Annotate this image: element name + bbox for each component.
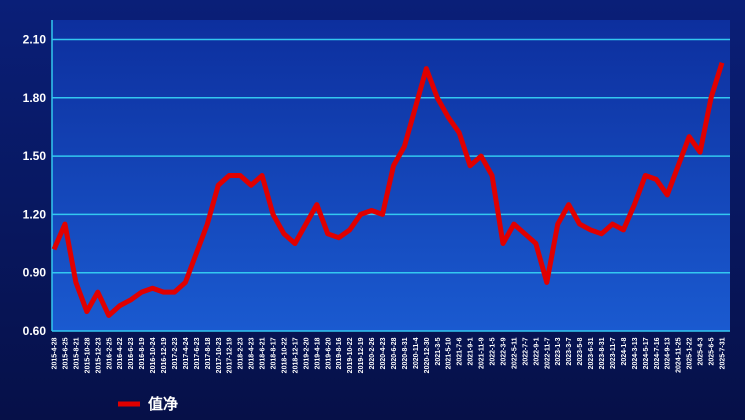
x-tick-label: 2018-6-21 bbox=[260, 337, 267, 369]
x-tick-label: 2023-5-8 bbox=[577, 337, 584, 365]
y-tick-label: 0.90 bbox=[23, 266, 47, 280]
x-tick-label: 2025-6-5 bbox=[709, 337, 716, 365]
x-tick-label: 2019-12-19 bbox=[358, 337, 365, 373]
x-tick-label: 2023-8-31 bbox=[599, 337, 606, 369]
x-tick-label: 2017-6-23 bbox=[194, 337, 201, 369]
x-tick-label: 2020-6-28 bbox=[391, 337, 398, 369]
x-tick-label: 2024-5-17 bbox=[643, 337, 650, 369]
x-tick-label: 2024-11-25 bbox=[676, 337, 683, 373]
x-tick-label: 2016-4-22 bbox=[117, 337, 124, 369]
y-tick-label: 1.20 bbox=[23, 207, 47, 221]
x-tick-label: 2023-11-7 bbox=[610, 337, 617, 369]
x-tick-label: 2015-4-28 bbox=[52, 337, 59, 369]
x-tick-label: 2016-12-19 bbox=[161, 337, 168, 373]
x-tick-label: 2023-1-3 bbox=[555, 337, 562, 365]
x-tick-label: 2020-8-31 bbox=[402, 337, 409, 369]
x-tick-label: 2024-1-8 bbox=[621, 337, 628, 365]
x-tick-label: 2020-12-30 bbox=[424, 337, 431, 373]
x-tick-label: 2017-10-23 bbox=[216, 337, 223, 373]
x-tick-label: 2021-5-10 bbox=[446, 337, 453, 369]
x-tick-label: 2019-2-20 bbox=[303, 337, 310, 369]
data-line bbox=[51, 62, 725, 318]
legend: 值净 bbox=[118, 395, 178, 413]
x-tick-label: 2021-11-9 bbox=[479, 337, 486, 369]
x-tick-label: 2019-8-16 bbox=[336, 337, 343, 369]
x-tick-label: 2018-2-23 bbox=[238, 337, 245, 369]
x-tick-label: 2022-11-7 bbox=[544, 337, 551, 369]
x-tick-label: 2015-12-23 bbox=[95, 337, 102, 373]
x-tick-label: 2016-8-19 bbox=[139, 337, 146, 369]
x-tick-label: 2022-5-11 bbox=[511, 337, 518, 369]
x-tick-label: 2025-7-31 bbox=[720, 337, 727, 369]
x-tick-label: 2021-9-1 bbox=[468, 337, 475, 365]
x-tick-label: 2021-7-6 bbox=[457, 337, 464, 365]
x-tick-label: 2023-6-31 bbox=[588, 337, 595, 369]
x-tick-label: 2024-7-16 bbox=[654, 337, 661, 369]
x-tick-label: 2021-3-5 bbox=[435, 337, 442, 365]
x-tick-label: 2017-2-23 bbox=[172, 337, 179, 369]
x-tick-label: 2019-10-22 bbox=[347, 337, 354, 373]
x-tick-label: 2016-2-25 bbox=[106, 337, 113, 369]
y-tick-label: 1.50 bbox=[23, 149, 47, 163]
x-tick-label: 2015-8-21 bbox=[73, 337, 80, 369]
x-tick-label: 2025-1-22 bbox=[687, 337, 694, 369]
x-tick-label: 2016-10-24 bbox=[150, 337, 157, 373]
legend-label: 值净 bbox=[148, 395, 178, 413]
x-tick-label: 2019-6-20 bbox=[325, 337, 332, 369]
x-tick-label: 2018-4-23 bbox=[249, 337, 256, 369]
x-tick-label: 2020-11-4 bbox=[413, 337, 420, 369]
x-tick-label: 2022-7-7 bbox=[522, 337, 529, 365]
x-tick-label: 2016-6-23 bbox=[128, 337, 135, 369]
x-tick-label: 2015-10-28 bbox=[84, 337, 91, 373]
x-tick-label: 2020-2-26 bbox=[369, 337, 376, 369]
y-tick-label: 1.80 bbox=[23, 91, 47, 105]
x-tick-label: 2018-8-17 bbox=[271, 337, 278, 369]
x-tick-label: 2017-12-19 bbox=[227, 337, 234, 373]
x-tick-label: 2024-3-13 bbox=[632, 337, 639, 369]
y-tick-label: 2.10 bbox=[23, 32, 47, 46]
x-tick-label: 2022-1-5 bbox=[490, 337, 497, 365]
x-tick-label: 2022-3-9 bbox=[500, 337, 507, 365]
x-tick-label: 2017-8-18 bbox=[205, 337, 212, 369]
y-tick-label: 0.60 bbox=[23, 324, 47, 338]
x-tick-label: 2018-10-22 bbox=[281, 337, 288, 373]
x-tick-label: 2022-9-1 bbox=[533, 337, 540, 365]
x-tick-label: 2023-3-7 bbox=[566, 337, 573, 365]
x-tick-label: 2024-9-13 bbox=[665, 337, 672, 369]
x-tick-label: 2015-6-25 bbox=[62, 337, 69, 369]
x-tick-label: 2017-4-24 bbox=[183, 337, 190, 369]
x-tick-label: 2018-12-17 bbox=[292, 337, 299, 373]
x-tick-label: 2019-4-18 bbox=[314, 337, 321, 369]
x-tick-label: 2025-4-3 bbox=[698, 337, 705, 365]
x-tick-label: 2020-4-23 bbox=[380, 337, 387, 369]
